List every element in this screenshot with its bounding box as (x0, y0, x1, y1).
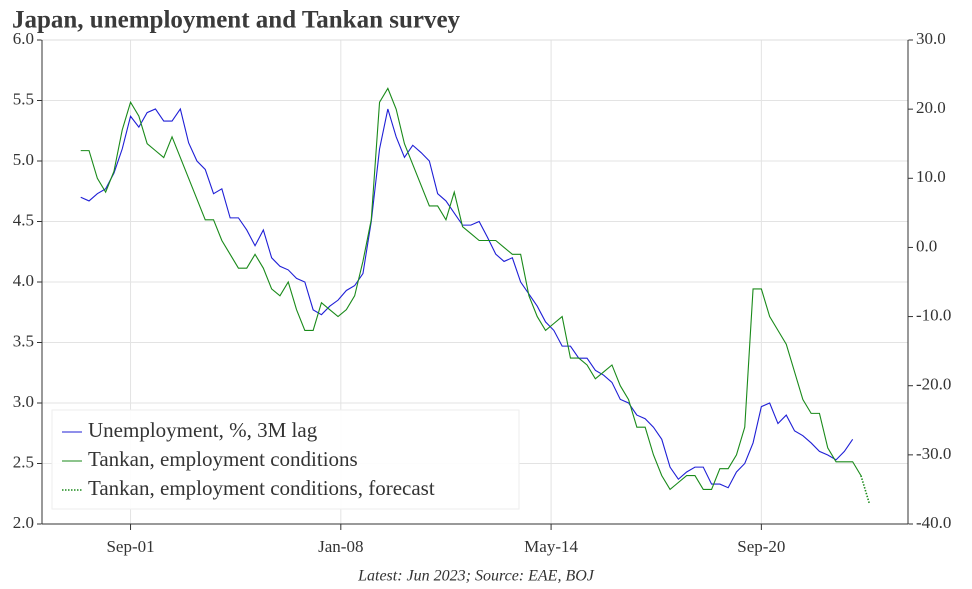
y-tick-label: 2.5 (13, 452, 34, 471)
x-tick-label: May-14 (524, 537, 578, 556)
chart-title: Japan, unemployment and Tankan survey (12, 7, 461, 34)
y2-tick-label: 10.0 (916, 167, 946, 186)
y2-tick-label: -20.0 (916, 375, 951, 394)
x-tick-label: Jan-08 (318, 537, 363, 556)
legend-label: Tankan, employment conditions (88, 447, 358, 471)
y-tick-label: 5.0 (13, 150, 34, 169)
y-tick-label: 4.5 (13, 210, 34, 229)
y-tick-label: 3.5 (13, 331, 34, 350)
y-tick-label: 2.0 (13, 513, 34, 532)
x-tick-label: Sep-20 (737, 537, 785, 556)
y2-tick-label: -10.0 (916, 305, 951, 324)
legend-label: Unemployment, %, 3M lag (88, 418, 318, 442)
legend-label: Tankan, employment conditions, forecast (88, 476, 435, 500)
y2-tick-label: 0.0 (916, 236, 937, 255)
series-line (80, 87, 862, 491)
series-line (860, 475, 871, 504)
y2-tick-label: 20.0 (916, 98, 946, 117)
series-line (80, 107, 854, 489)
source-note: Latest: Jun 2023; Source: EAE, BOJ (357, 568, 595, 585)
y2-tick-label: -40.0 (916, 513, 951, 532)
y-tick-label: 6.0 (13, 29, 34, 48)
legend: Unemployment, %, 3M lag Tankan, employmen… (51, 409, 520, 510)
y-tick-label: 5.5 (13, 89, 34, 108)
y2-tick-label: 30.0 (916, 29, 946, 48)
y-tick-label: 4.0 (13, 271, 34, 290)
x-tick-label: Sep-01 (106, 537, 154, 556)
y2-tick-label: -30.0 (916, 444, 951, 463)
legend-box (51, 409, 520, 510)
y-tick-label: 3.0 (13, 392, 34, 411)
